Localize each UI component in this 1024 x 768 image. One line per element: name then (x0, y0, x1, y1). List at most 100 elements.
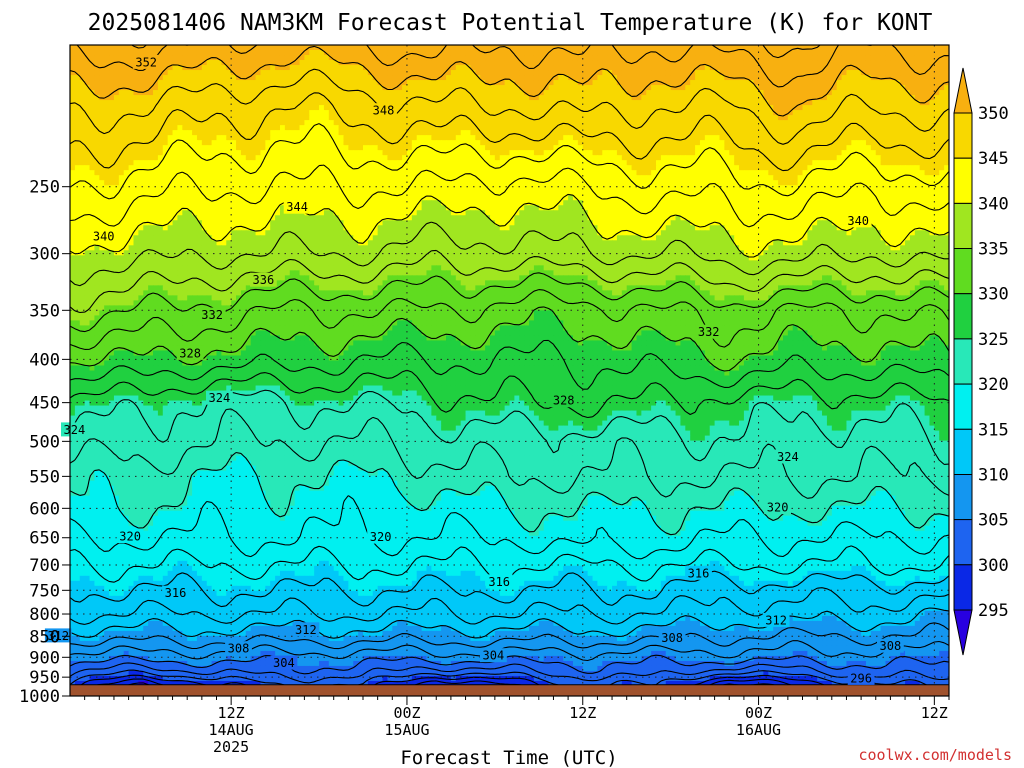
contour-label-bg (762, 612, 790, 627)
x-tick-label: 2025 (213, 738, 249, 756)
contour-label-bg (847, 670, 875, 685)
contour-label-8: 328 (176, 345, 204, 360)
y-tick-label: 550 (29, 467, 60, 487)
contour-label-bg (485, 574, 513, 589)
y-tick-label: 750 (29, 581, 60, 601)
colorbar-swatch-295 (953, 564, 973, 611)
contour-label-text: 340 (847, 214, 869, 228)
y-tick-label: 900 (29, 648, 60, 668)
contour-label-16: 316 (685, 565, 712, 580)
contour-label-text: 336 (253, 273, 275, 287)
contour-label-22: 308 (658, 630, 686, 645)
colorbar-swatch-345 (953, 112, 973, 159)
contour-label-bg (61, 422, 88, 437)
colorbar-swatch-300 (953, 519, 973, 566)
contour-label-10: 324 (206, 390, 233, 405)
contour-label-text: 308 (228, 642, 250, 656)
contour-350 (70, 45, 949, 117)
x-tick-label: 16AUG (736, 721, 781, 739)
contour-label-text: 296 (850, 671, 872, 685)
contour-label-12: 324 (774, 449, 802, 464)
contour-label-text: 352 (135, 55, 157, 69)
contour-label-27: 296 (847, 670, 875, 685)
contour-label-text: 328 (553, 394, 575, 408)
contour-label-text: 332 (698, 325, 720, 339)
contour-label-bg (764, 500, 791, 515)
contour-label-text: 308 (661, 631, 683, 645)
y-tick-label: 650 (29, 529, 60, 549)
contour-label-bg (774, 449, 802, 464)
x-tick-label: 00Z (393, 704, 420, 722)
contour-label-17: 316 (485, 574, 513, 589)
y-axis: 2503003504004505005506006507007508008509… (19, 178, 70, 707)
theta-fill-bands (70, 45, 949, 696)
contour-label-9: 328 (550, 393, 578, 408)
colorbar-label: 305 (978, 511, 1009, 531)
colorbar-label: 345 (978, 149, 1009, 169)
contour-labels: 352 348 344 340 340 336 332 332 328 328 324 324 324 3… (44, 54, 904, 685)
contour-348 (70, 68, 949, 145)
contour-label-0: 352 (132, 54, 160, 69)
contour-label-6: 332 (198, 307, 226, 322)
contour-label-7: 332 (695, 324, 723, 339)
x-axis-title: Forecast Time (UTC) (400, 747, 617, 768)
colorbar-label: 295 (978, 601, 1009, 621)
colorbar-swatch-305 (953, 474, 973, 521)
contour-label-text: 332 (201, 308, 223, 322)
contour-346 (70, 92, 949, 172)
contour-label-text: 320 (119, 530, 141, 544)
contour-label-text: 304 (483, 649, 505, 663)
contour-336 (70, 249, 949, 314)
colorbar: 350 345 340 335 330 325 320 315 310 305 300 295 (953, 67, 1009, 656)
colorbar-swatch-325 (953, 293, 973, 340)
colorbar-swatch-320 (953, 338, 973, 385)
contour-label-text: 312 (765, 613, 787, 627)
contour-label-19: 312 (762, 612, 790, 627)
contour-label-text: 324 (209, 391, 231, 405)
x-tick-label: 12Z (569, 704, 596, 722)
contour-label-1: 348 (370, 103, 397, 118)
y-tick-label: 800 (29, 605, 60, 625)
contour-302 (70, 662, 949, 684)
contour-label-bg (370, 103, 397, 118)
contour-label-bg (162, 585, 189, 600)
contour-label-text: 324 (777, 450, 799, 464)
contour-label-bg (658, 630, 686, 645)
contour-label-bg (225, 641, 252, 656)
y-tick-label: 450 (29, 394, 60, 414)
y-tick-label: 600 (29, 499, 60, 519)
y-tick-label: 1000 (19, 687, 60, 707)
chart-title: 2025081406 NAM3KM Forecast Potential Tem… (88, 10, 933, 36)
contour-label-5: 336 (250, 272, 277, 287)
contour-label-bg (283, 199, 311, 214)
colorbar-label: 330 (978, 285, 1009, 305)
contour-344 (70, 123, 949, 200)
contour-label-11: 324 (61, 422, 88, 437)
contour-324 (70, 389, 949, 465)
contour-label-26: 304 (270, 655, 298, 670)
colorbar-label: 340 (978, 194, 1009, 214)
y-tick-label: 250 (29, 178, 60, 198)
contour-label-bg (292, 622, 320, 637)
y-tick-label: 500 (29, 432, 60, 452)
contour-label-24: 308 (225, 641, 252, 656)
colorbar-label: 325 (978, 330, 1009, 350)
contour-label-bg (116, 529, 144, 543)
x-tick-label: 00Z (745, 704, 772, 722)
contour-label-bg (44, 628, 72, 643)
contour-label-text: 324 (64, 423, 86, 437)
contour-label-25: 304 (480, 648, 507, 663)
contour-label-bg (550, 393, 578, 408)
x-tick-label: 12Z (218, 704, 245, 722)
colorbar-label: 315 (978, 420, 1009, 440)
contour-label-bg (250, 272, 277, 287)
y-tick-label: 400 (29, 350, 60, 370)
colorbar-bottom-arrow (953, 609, 973, 656)
colorbar-label: 335 (978, 240, 1009, 260)
contour-330 (70, 306, 949, 372)
contour-label-18: 316 (162, 585, 189, 600)
colorbar-label: 350 (978, 104, 1009, 124)
contour-label-bg (270, 655, 298, 670)
contour-328 (70, 339, 949, 390)
